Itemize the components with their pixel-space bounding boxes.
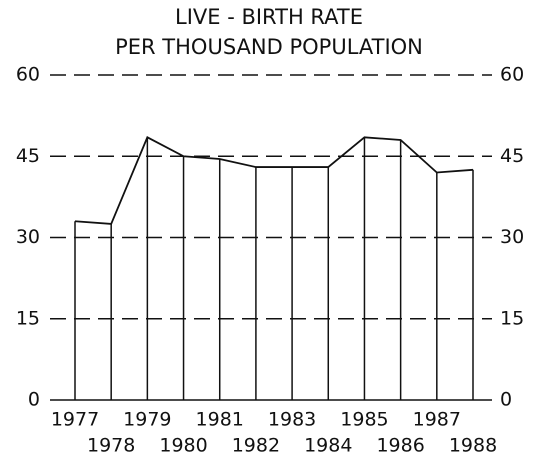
chart-title: LIVE - BIRTH RATE <box>175 5 363 29</box>
y2-tick-label: 0 <box>500 389 512 411</box>
x-tick-label: 1981 <box>196 409 244 431</box>
x-tick-label: 1983 <box>268 409 316 431</box>
x-tick-label: 1985 <box>340 409 388 431</box>
y-tick-label: 60 <box>16 64 40 86</box>
x-tick-label: 1986 <box>376 435 424 457</box>
x-tick-label: 1979 <box>123 409 171 431</box>
y-tick-label: 45 <box>16 145 40 167</box>
y-tick-label: 0 <box>28 389 40 411</box>
x-tick-label: 1978 <box>87 435 135 457</box>
y2-tick-label: 60 <box>500 64 524 86</box>
x-tick-label: 1988 <box>449 435 497 457</box>
x-tick-label: 1987 <box>413 409 461 431</box>
y-tick-label: 30 <box>16 226 40 248</box>
chart-title: PER THOUSAND POPULATION <box>115 35 423 59</box>
y2-tick-label: 30 <box>500 226 524 248</box>
y2-tick-label: 15 <box>500 307 524 329</box>
y2-tick-label: 45 <box>500 145 524 167</box>
y-tick-label: 15 <box>16 307 40 329</box>
x-tick-label: 1980 <box>159 435 207 457</box>
data-line <box>74 136 474 225</box>
x-tick-label: 1977 <box>51 409 99 431</box>
x-tick-label: 1982 <box>232 435 280 457</box>
x-tick-label: 1984 <box>304 435 352 457</box>
